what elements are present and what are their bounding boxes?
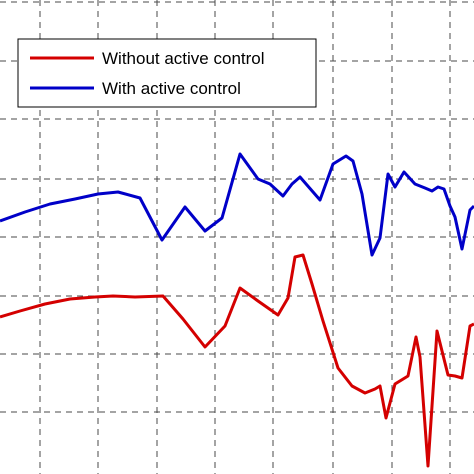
- chart-series-layer: [0, 152, 474, 468]
- series-line-without-active-control: [0, 253, 474, 468]
- chart-legend: Without active control With active contr…: [17, 38, 317, 108]
- legend-label-with-active-control: With active control: [102, 79, 241, 98]
- legend-label-without-active-control: Without active control: [102, 49, 265, 68]
- legend-box: [17, 38, 317, 108]
- series-line-with-active-control: [0, 152, 474, 257]
